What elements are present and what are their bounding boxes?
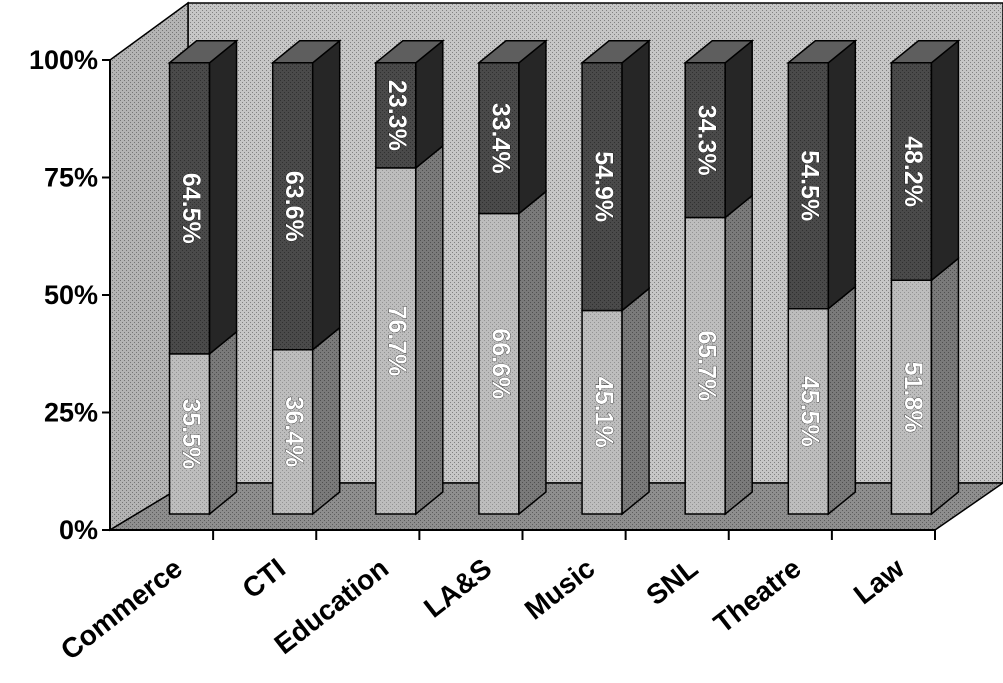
bar-segment-lower-side-texture — [828, 286, 856, 514]
bar-label-lower: 36.4% — [280, 396, 308, 467]
bar-segment-lower-texture — [582, 310, 623, 514]
bar-stack: 65.7% 34.3% — [683, 39, 755, 516]
x-tick-label: CTI — [236, 552, 291, 604]
bar-top-face — [167, 40, 239, 64]
bar-segment-lower-side-texture — [931, 258, 959, 514]
bar-top-face — [476, 40, 549, 64]
bar-label-lower: 35.5% — [177, 398, 205, 469]
bar-segment-lower-side-texture — [312, 327, 340, 514]
bar-stack: 51.8% 48.2% — [889, 39, 961, 516]
x-tick-label: Education — [268, 552, 394, 660]
y-tick-label: 100% — [29, 45, 98, 75]
bar-label-lower: 76.7% — [383, 306, 411, 377]
bar-top-face — [786, 40, 858, 64]
bar-segment-lower-texture — [891, 280, 932, 514]
bar-segment-lower-texture — [272, 349, 313, 514]
y-tick-label: 25% — [44, 398, 98, 428]
bar-top-face — [373, 40, 445, 64]
bar-segment-upper-side — [724, 39, 753, 220]
bar-stack: 45.5% 54.5% — [786, 39, 858, 516]
bar-segment-lower-texture — [685, 217, 726, 515]
bar-segment-lower-side-texture — [518, 191, 546, 514]
bar-label-lower: 51.8% — [899, 362, 927, 433]
bar-segment-upper-texture — [788, 62, 829, 309]
bar-stack: 66.6% 33.4% — [476, 39, 549, 516]
bar-label-upper: 54.9% — [589, 151, 617, 222]
bar-segment-lower-side-texture — [415, 145, 443, 514]
bar-segment-lower-side-texture — [209, 331, 237, 514]
bar-segment-upper-texture — [685, 62, 726, 218]
bar-stack: 35.5% 64.5% — [167, 39, 239, 516]
bar-label-lower: 65.7% — [693, 330, 721, 401]
bar-label-upper: 34.3% — [693, 105, 721, 176]
x-tick-label: SNL — [640, 552, 703, 611]
bar-segment-lower-texture — [375, 167, 416, 514]
bar-segment-lower-side-texture — [725, 195, 753, 515]
bar-label-upper: 63.6% — [280, 171, 308, 242]
bar-top-face — [270, 40, 342, 64]
y-tick-label: 75% — [44, 163, 98, 193]
bar-label-upper: 54.5% — [796, 150, 824, 221]
bar-top-face — [889, 40, 961, 64]
y-axis: 0% 25% 50% 75% 100% — [29, 45, 935, 545]
x-tick-label: LA&S — [418, 552, 497, 623]
bar-label-upper: 23.3% — [383, 80, 411, 151]
bar-segment-lower-side-texture — [622, 288, 650, 514]
bar-label-lower: 66.6% — [486, 328, 514, 399]
bar-segment-upper-texture — [169, 62, 210, 354]
bar-label-lower: 45.1% — [589, 377, 617, 448]
bar-top-face — [579, 40, 652, 64]
floor-texture — [110, 483, 1003, 530]
bar-segment-upper-side — [311, 39, 341, 352]
bar-segment-upper-side — [208, 39, 238, 356]
chart-back-walls — [107, 1, 1003, 532]
bar-stack: 45.1% 54.9% — [579, 39, 652, 516]
side-wall-texture — [110, 3, 188, 530]
bar-label-upper: 48.2% — [899, 136, 927, 207]
x-tick-label: Commerce — [55, 552, 188, 666]
y-tick-label: 50% — [44, 280, 98, 310]
bar-segment-upper-side — [518, 39, 547, 216]
bar-segment-upper-side — [621, 39, 650, 313]
bar-segment-upper-texture — [582, 62, 623, 311]
bar-stack: 36.4% 63.6% — [270, 39, 342, 516]
bar-label-lower: 45.5% — [796, 376, 824, 447]
bar-segment-lower-texture — [788, 308, 829, 514]
x-tick-label: Law — [848, 552, 910, 610]
bar-segment-upper-texture — [478, 62, 519, 214]
y-tick-label: 0% — [59, 515, 98, 545]
bar-segment-upper-side — [827, 39, 857, 311]
bar-segment-upper-texture — [375, 62, 416, 168]
bar-stacks: 35.5% 64.5% 36.4% 63.6% 76.7% 23.3% 66.6% 33.4%… — [167, 39, 961, 516]
x-tick-label: Music — [519, 552, 601, 625]
bar-stack: 76.7% 23.3% — [373, 39, 445, 516]
x-tick-label: Theatre — [708, 552, 807, 639]
bar-label-upper: 64.5% — [177, 173, 205, 244]
bar-label-upper: 33.4% — [486, 103, 514, 174]
bar-top-face — [683, 40, 755, 64]
bar-segment-upper-texture — [272, 62, 313, 350]
bar-segment-lower-texture — [478, 213, 519, 514]
bar-segment-upper-texture — [891, 62, 932, 281]
bar-segment-upper-side — [930, 39, 960, 282]
bar-segment-lower-texture — [169, 353, 210, 514]
